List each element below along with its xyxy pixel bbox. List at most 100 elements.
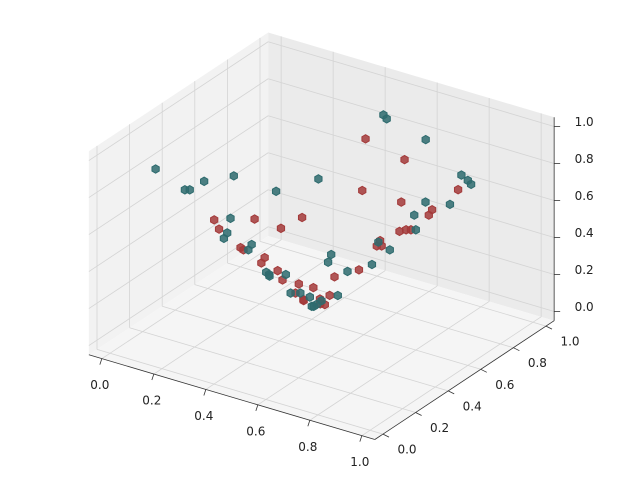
point <box>229 171 238 181</box>
point <box>151 164 160 174</box>
point <box>200 176 209 187</box>
grid-line <box>257 285 438 406</box>
point <box>466 179 476 190</box>
point <box>236 242 245 253</box>
x-tick <box>151 373 155 381</box>
point <box>309 282 318 293</box>
grid-line <box>101 239 282 359</box>
point <box>273 265 282 276</box>
point <box>210 215 219 225</box>
y-tick <box>480 368 487 373</box>
point <box>286 288 295 298</box>
grid-line <box>96 349 384 435</box>
x-tick-label: 1.0 <box>350 455 369 469</box>
point <box>358 185 367 196</box>
grid-line <box>309 301 490 421</box>
point <box>219 233 229 244</box>
y-tick-label: 1.0 <box>560 335 579 349</box>
pane-back <box>268 32 555 321</box>
y-tick <box>382 433 390 438</box>
grid-line <box>88 41 269 161</box>
x-tick <box>307 420 311 427</box>
point <box>457 170 466 180</box>
point <box>411 225 420 235</box>
point <box>214 224 224 234</box>
y-tick-label: 0.4 <box>463 399 482 413</box>
y-tick <box>448 390 455 395</box>
x-tick-label: 0.2 <box>142 394 161 408</box>
grid-line <box>88 78 269 198</box>
x-tick-label: 0.0 <box>90 378 109 392</box>
axis-line <box>374 320 555 440</box>
y-tick-label: 0.2 <box>430 421 449 435</box>
x-tick <box>203 389 207 396</box>
grid-line <box>153 254 334 375</box>
point <box>410 210 419 220</box>
point <box>296 288 305 298</box>
point <box>226 213 235 224</box>
y-tick-label: 0.8 <box>528 356 547 370</box>
point <box>309 301 318 312</box>
x-tick-label: 0.4 <box>194 409 213 423</box>
point <box>305 292 314 302</box>
point <box>330 272 339 282</box>
grid-line <box>259 241 547 327</box>
x-tick <box>359 435 363 442</box>
grid-line <box>162 305 449 392</box>
point <box>317 295 326 306</box>
grid-line <box>268 152 555 238</box>
axis-line <box>88 354 375 440</box>
point <box>421 197 430 207</box>
z-tick-label: 0.2 <box>575 263 594 277</box>
point <box>276 223 286 234</box>
point <box>185 185 194 195</box>
point <box>250 214 259 224</box>
point <box>314 174 323 184</box>
grid-line <box>194 284 481 370</box>
point <box>374 237 383 247</box>
z-tick-label: 1.0 <box>575 115 594 129</box>
point <box>382 114 391 124</box>
pane-left <box>88 32 269 355</box>
point <box>361 134 370 144</box>
point <box>445 199 455 210</box>
point <box>271 186 281 197</box>
point <box>453 184 463 195</box>
point <box>367 259 377 270</box>
grid-line <box>205 270 386 390</box>
y-tick <box>513 347 520 352</box>
point <box>281 269 290 280</box>
point <box>247 239 256 250</box>
grid-line <box>268 115 555 201</box>
point <box>327 249 336 260</box>
z-tick-label: 0.8 <box>575 152 594 166</box>
point <box>397 197 406 207</box>
point <box>400 154 409 165</box>
z-tick-label: 0.6 <box>575 189 594 203</box>
y-tick <box>415 412 422 416</box>
point <box>333 290 342 301</box>
grid-line <box>88 152 269 272</box>
point <box>265 269 274 280</box>
grid-line <box>268 41 555 127</box>
point <box>354 265 364 275</box>
grid-line <box>361 316 542 436</box>
point <box>325 290 334 301</box>
x-tick <box>255 404 259 411</box>
point <box>424 210 433 220</box>
z-tick-label: 0.0 <box>575 300 594 314</box>
pane-floor <box>88 236 555 440</box>
x-tick-label: 0.8 <box>298 440 317 454</box>
x-tick-label: 0.6 <box>246 424 265 438</box>
grid-line <box>129 327 416 413</box>
point <box>323 257 333 267</box>
point <box>395 226 404 237</box>
point <box>294 279 303 289</box>
point <box>385 245 394 255</box>
grid-line <box>88 189 269 309</box>
point <box>297 212 307 223</box>
grid-line <box>268 226 555 312</box>
y-tick-label: 0.0 <box>397 443 416 457</box>
point <box>421 134 430 145</box>
